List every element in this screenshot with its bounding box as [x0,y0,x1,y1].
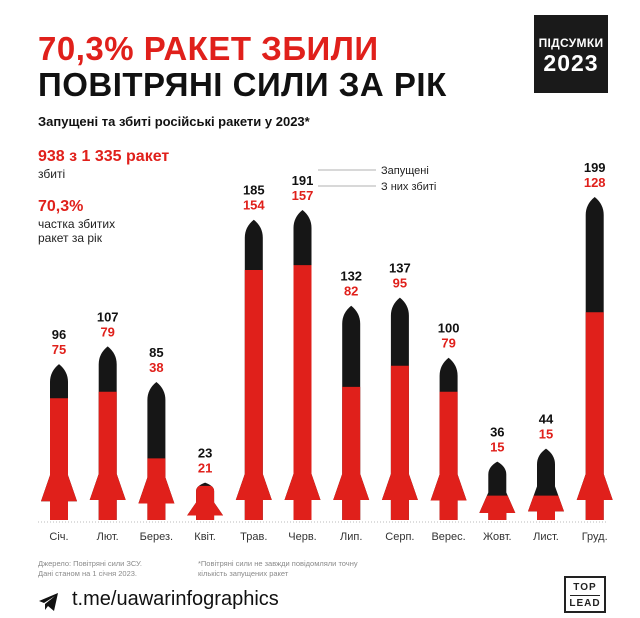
shot-down-value-label: 75 [52,342,66,357]
month-label: Трав. [240,531,267,543]
shot-down-value-label: 21 [198,461,212,476]
shot-down-count-label: збиті [38,167,66,181]
launched-value-label: 185 [243,183,265,198]
shot-down-fill [381,365,418,520]
shot-down-value-label: 79 [441,336,455,351]
launched-value-label: 96 [52,327,66,342]
title-line-1: 70,3% РАКЕТ ЗБИЛИ [38,30,379,67]
shot-down-fill [284,265,321,520]
shot-down-value-label: 154 [243,198,265,213]
shot-down-value-label: 157 [292,188,314,203]
launched-value-label: 23 [198,446,212,461]
legend-shot-down: З них збиті [381,181,436,193]
launched-value-label: 199 [584,160,606,175]
note-line-2: кількість запущених ракет [198,569,289,578]
shot-down-value-label: 38 [149,360,163,375]
launched-value-label: 137 [389,261,411,276]
shot-down-value-label: 15 [490,440,504,455]
launched-value-label: 36 [490,425,504,440]
shot-down-fill [138,458,175,520]
launched-value-label: 100 [438,321,460,336]
month-label: Верес. [431,531,465,543]
shot-down-fill [333,386,370,520]
shot-down-value-label: 82 [344,284,358,299]
shot-down-fill [235,270,272,520]
source-line-1: Джерело: Повітряні сили ЗСУ. [38,559,142,568]
title-line-2: ПОВІТРЯНІ СИЛИ ЗА РІК [38,66,447,103]
shot-down-value-label: 15 [539,427,553,442]
shot-down-value-label: 79 [100,324,114,339]
share-label-line-2: ракет за рік [38,231,102,245]
month-label: Груд. [582,531,608,543]
top-lead-logo: TOP LEAD [564,576,606,613]
month-label: Берез. [140,531,173,543]
shot-down-count: 938 з 1 335 ракет [38,148,170,165]
shot-down-fill [187,485,224,520]
shot-down-value-label: 95 [393,276,407,291]
month-label: Лип. [340,531,362,543]
month-label: Лист. [533,531,559,543]
badge-year: 2023 [543,50,599,76]
note-line-1: *Повітряні сили не завжди повідомляли то… [198,559,358,568]
month-label: Січ. [49,531,68,543]
shot-down-fill [528,495,564,520]
month-label: Лют. [97,531,119,543]
channel-link[interactable]: t.me/uawarinfographics [72,588,279,610]
shot-down-fill [430,391,467,520]
shot-down-share: 70,3% [38,198,84,215]
launched-value-label: 85 [149,345,163,360]
source-line-2: Дані станом на 1 січня 2023. [38,569,137,578]
shot-down-fill [89,391,126,520]
launched-value-label: 132 [340,269,362,284]
telegram-icon [39,593,58,611]
launched-value-label: 107 [97,309,119,324]
shot-down-fill [479,495,516,520]
launched-value-label: 44 [539,412,554,427]
shot-down-value-label: 128 [584,175,606,190]
month-label: Серп. [385,531,414,543]
share-label-line-1: частка збитих [38,217,116,231]
chart-subtitle: Запущені та збиті російські ракети у 202… [38,114,310,129]
month-label: Жовт. [483,531,512,543]
shot-down-fill [41,398,77,520]
year-badge: ПІДСУМКИ 2023 [534,15,608,93]
shot-down-fill [576,312,613,520]
badge-label: ПІДСУМКИ [538,36,604,50]
month-label: Квіт. [194,531,216,543]
month-label: Черв. [288,531,316,543]
launched-value-label: 191 [292,173,314,188]
legend-launched: Запущені [381,165,429,177]
